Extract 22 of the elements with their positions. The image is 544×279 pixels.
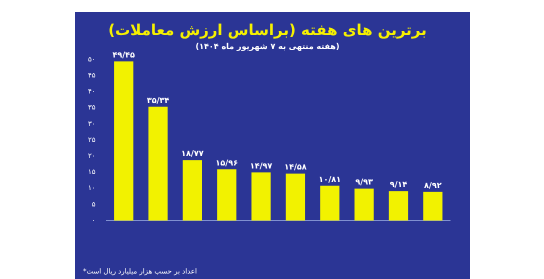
data-label: ۹/۹۳ [355,178,374,187]
bar [388,191,408,221]
bar [148,106,168,221]
bar [320,186,340,221]
data-label: ۱۴/۹۷ [250,161,272,170]
data-label: ۹/۱۴ [390,180,408,190]
bar [354,188,374,221]
data-label: ۱۴/۵۸ [284,162,307,172]
data-label: ۱۵/۹۶ [216,158,238,168]
data-label: ۴۹/۴۵ [112,50,136,60]
data-label: ۳۵/۳۴ [146,96,170,105]
data-label: ۸/۹۲ [424,180,442,190]
bar [251,172,271,221]
data-label: ۱۰/۸۱ [318,174,342,184]
bar [286,174,306,221]
chart-subtitle: (هفته منتهی به ۷ شهریور ماه ۱۴۰۴) [195,42,340,51]
bar [182,160,202,221]
bar [217,169,236,221]
bar [423,192,442,221]
data-label: ۱۸/۷۷ [181,149,204,158]
chart-title: برترین های هفته (براساس ارزش معاملات) [108,20,427,39]
bar [114,61,134,221]
